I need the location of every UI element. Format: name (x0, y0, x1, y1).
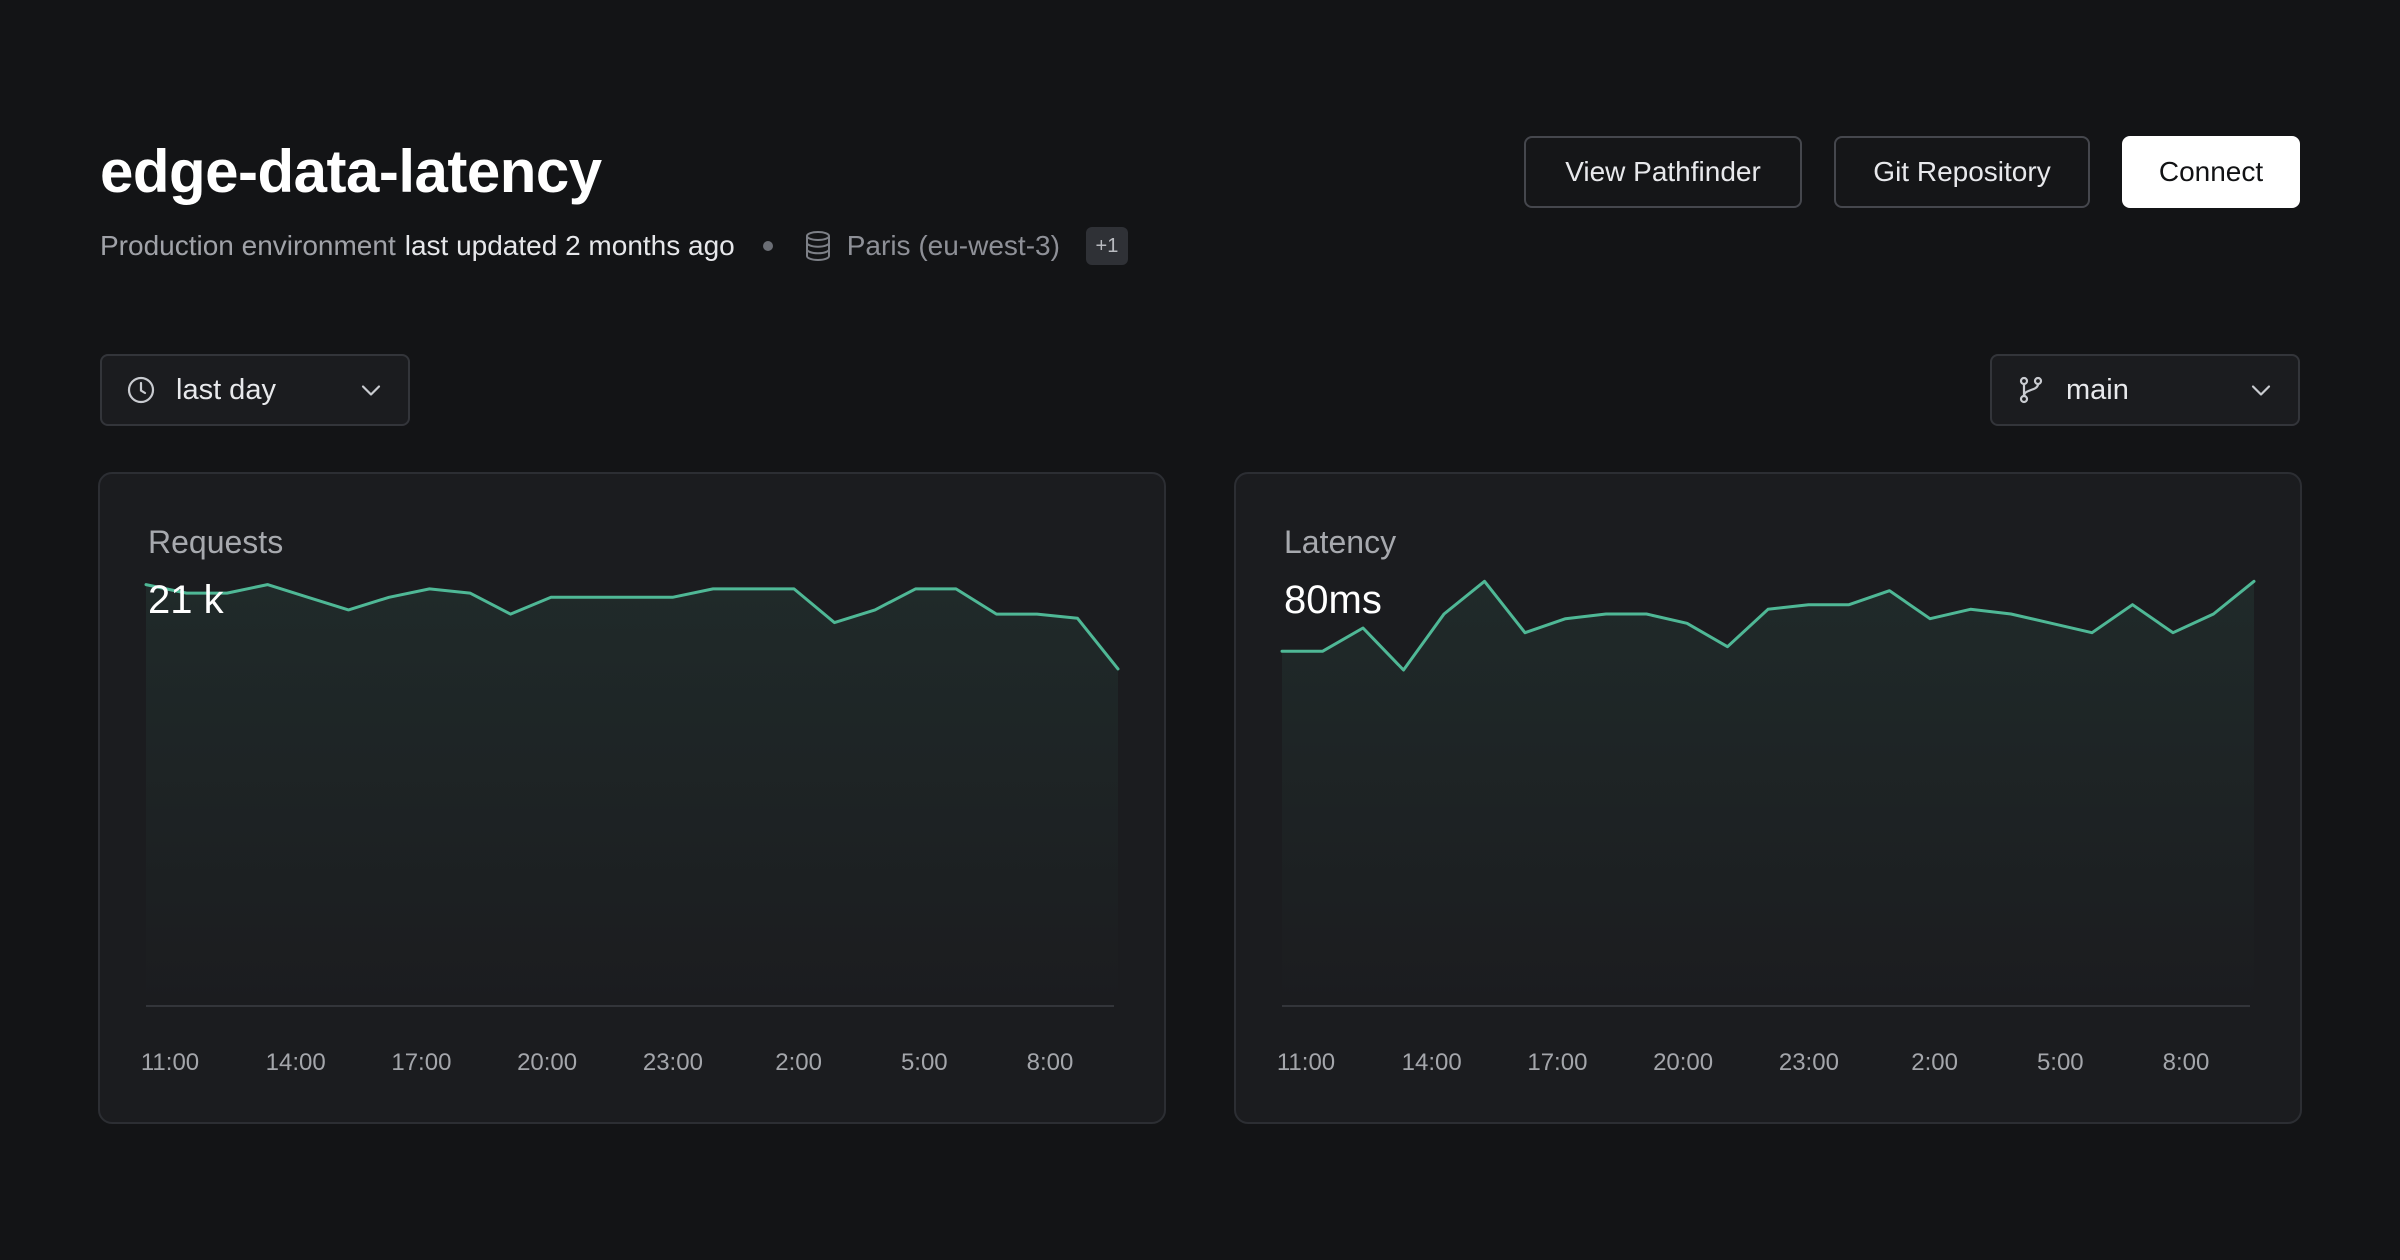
chevron-down-icon (2248, 377, 2274, 403)
branch-value: main (2066, 373, 2129, 406)
x-tick-label: 20:00 (517, 1049, 577, 1076)
page-title: edge-data-latency (100, 138, 602, 205)
git-repository-button[interactable]: Git Repository (1834, 136, 2090, 208)
x-tick-label: 17:00 (1527, 1049, 1587, 1076)
x-tick-label: 23:00 (1779, 1049, 1839, 1076)
series-area (1282, 581, 2254, 1006)
data-point[interactable] (1279, 648, 1285, 654)
data-point[interactable] (2089, 630, 2095, 636)
data-point[interactable] (2049, 620, 2055, 626)
data-point[interactable] (791, 586, 797, 592)
data-point[interactable] (2211, 611, 2217, 617)
data-point[interactable] (1563, 616, 1569, 622)
x-tick-label: 5:00 (901, 1049, 948, 1076)
data-point[interactable] (913, 586, 919, 592)
data-point[interactable] (2170, 630, 2176, 636)
data-point[interactable] (1401, 667, 1407, 673)
x-tick-label: 8:00 (2163, 1049, 2210, 1076)
data-point[interactable] (1360, 625, 1366, 631)
data-point[interactable] (1482, 578, 1488, 584)
data-point[interactable] (467, 590, 473, 596)
data-point[interactable] (751, 586, 757, 592)
x-tick-label: 5:00 (2037, 1049, 2084, 1076)
data-point[interactable] (1846, 602, 1852, 608)
data-point[interactable] (265, 582, 271, 588)
data-point[interactable] (346, 607, 352, 613)
data-point[interactable] (508, 611, 514, 617)
series-line (144, 583, 1120, 671)
data-point[interactable] (2008, 611, 2014, 617)
chart-title: Latency (1284, 524, 1397, 560)
data-point[interactable] (427, 586, 433, 592)
environment-label: Production environment (100, 230, 396, 261)
data-point[interactable] (994, 611, 1000, 617)
chevron-down-icon (358, 377, 384, 403)
series-area (146, 584, 1118, 1006)
data-point[interactable] (1522, 630, 1528, 636)
data-point[interactable] (832, 620, 838, 626)
data-point[interactable] (1075, 615, 1081, 621)
data-point[interactable] (872, 607, 878, 613)
x-tick-label: 11:00 (1277, 1049, 1335, 1076)
series-line (1280, 579, 2256, 672)
chart-value: 80ms (1284, 578, 1382, 622)
data-point[interactable] (1765, 606, 1771, 612)
clock-icon (126, 375, 156, 405)
time-range-value: last day (176, 373, 276, 406)
data-point[interactable] (305, 594, 311, 600)
connect-button[interactable]: Connect (2122, 136, 2300, 208)
latency-chart-card: 11:00 14:00 17:00 20:00 23:00 2:00 5:00 8:00 La… (1234, 472, 2302, 1124)
time-range-select[interactable]: last day (100, 354, 410, 426)
data-point[interactable] (1968, 606, 1974, 612)
data-point[interactable] (1034, 611, 1040, 617)
separator-dot (762, 241, 773, 251)
data-point[interactable] (548, 594, 554, 600)
data-point[interactable] (1684, 620, 1690, 626)
x-tick-label: 8:00 (1027, 1049, 1074, 1076)
x-tick-label: 2:00 (775, 1049, 822, 1076)
data-point[interactable] (386, 594, 392, 600)
region-count-badge[interactable]: +1 (1085, 227, 1128, 265)
x-tick-label: 2:00 (1911, 1049, 1958, 1076)
x-tick-label: 17:00 (391, 1049, 451, 1076)
data-point[interactable] (1725, 644, 1731, 650)
x-tick-label: 14:00 (266, 1049, 326, 1076)
data-point[interactable] (1603, 611, 1609, 617)
data-point[interactable] (224, 590, 230, 596)
project-meta: Production environment last updated 2 mo… (100, 226, 1128, 266)
data-point[interactable] (629, 594, 635, 600)
last-updated-label: last updated 2 months ago (404, 230, 735, 261)
requests-chart[interactable]: 11:00 14:00 17:00 20:00 23:00 2:00 5:00 8:00 (100, 474, 1164, 1122)
data-point[interactable] (1320, 648, 1326, 654)
chart-title: Requests (148, 524, 284, 560)
x-tick-label: 11:00 (141, 1049, 199, 1076)
chart-value: 21 k (148, 578, 224, 622)
data-point[interactable] (710, 586, 716, 592)
requests-chart-card: 11:00 14:00 17:00 20:00 23:00 2:00 5:00 8:00 Re… (98, 472, 1166, 1124)
view-pathfinder-button[interactable]: View Pathfinder (1524, 136, 1802, 208)
branch-select[interactable]: main (1990, 354, 2300, 426)
latency-chart[interactable]: 11:00 14:00 17:00 20:00 23:00 2:00 5:00 8:00 (1236, 474, 2300, 1122)
x-tick-label: 20:00 (1653, 1049, 1713, 1076)
x-tick-label: 23:00 (643, 1049, 703, 1076)
data-point[interactable] (1887, 588, 1893, 594)
data-point[interactable] (2251, 578, 2257, 584)
database-icon (803, 230, 833, 262)
data-point[interactable] (953, 586, 959, 592)
data-point[interactable] (589, 594, 595, 600)
data-point[interactable] (1441, 611, 1447, 617)
data-point[interactable] (2130, 602, 2136, 608)
git-branch-icon (2016, 375, 2046, 405)
data-point[interactable] (1806, 602, 1812, 608)
data-point[interactable] (670, 594, 676, 600)
region-label[interactable]: Paris (eu-west-3) (846, 230, 1060, 261)
data-point[interactable] (1115, 666, 1121, 672)
data-point[interactable] (1927, 616, 1933, 622)
x-tick-label: 14:00 (1402, 1049, 1462, 1076)
data-point[interactable] (1644, 611, 1650, 617)
